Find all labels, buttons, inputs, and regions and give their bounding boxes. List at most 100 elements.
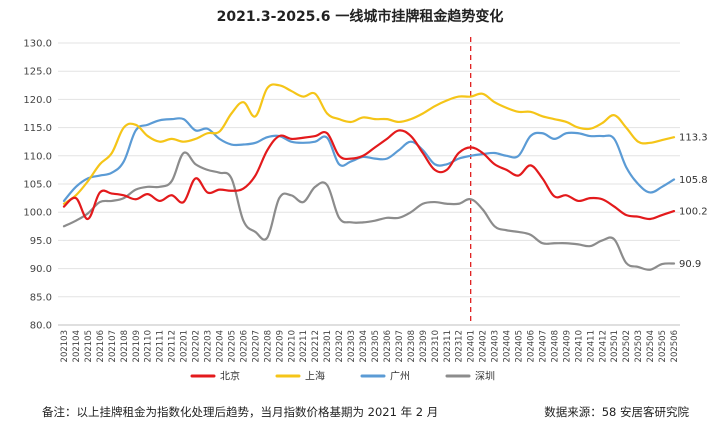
data-point — [673, 178, 675, 180]
data-point — [505, 107, 507, 109]
data-point — [374, 118, 376, 120]
data-point — [541, 177, 543, 179]
data-point — [398, 129, 400, 131]
grid-layer — [58, 42, 680, 326]
data-point — [458, 203, 460, 205]
data-point — [625, 214, 627, 216]
data-point — [541, 115, 543, 117]
data-point — [183, 118, 185, 120]
data-point — [649, 269, 651, 271]
x-tick-label: 202408 — [550, 330, 560, 362]
x-tick-label: 202404 — [503, 330, 513, 362]
data-point — [230, 177, 232, 179]
data-point — [338, 217, 340, 219]
x-tick-label: 202501 — [610, 330, 620, 362]
data-point — [494, 101, 496, 103]
x-tick-label: 202409 — [562, 330, 572, 362]
data-point — [505, 229, 507, 231]
x-tick-label: 202208 — [263, 330, 273, 362]
x-tick-label: 202106 — [96, 330, 106, 362]
data-point — [254, 115, 256, 117]
y-tick-label: 95.0 — [30, 236, 52, 247]
data-point — [482, 152, 484, 154]
legend: 北京 上海 广州 深圳 — [190, 370, 495, 383]
data-point — [386, 138, 388, 140]
data-point — [541, 132, 543, 134]
data-point — [194, 163, 196, 165]
x-axis-ticks: 202103 202104 202105 202106 202107 202108 2021… — [60, 330, 680, 362]
data-point — [242, 101, 244, 103]
data-point — [171, 138, 173, 140]
data-point — [350, 221, 352, 223]
x-tick-label: 202202 — [192, 330, 202, 362]
data-point — [446, 163, 448, 165]
series-line-3 — [62, 151, 676, 271]
data-point — [135, 129, 137, 131]
data-point — [661, 263, 663, 265]
data-point — [278, 84, 280, 86]
data-point — [194, 129, 196, 131]
end-labels: 90.9 105.8 113.3 100.2 — [679, 133, 708, 270]
data-point — [446, 169, 448, 171]
data-point — [649, 218, 651, 220]
legend-entry: 北京 — [220, 370, 240, 383]
data-point — [577, 132, 579, 134]
data-point — [362, 116, 364, 118]
data-point — [649, 142, 651, 144]
data-point — [517, 111, 519, 113]
data-point — [505, 169, 507, 171]
data-point — [529, 234, 531, 236]
data-point — [75, 197, 77, 199]
x-tick-label: 202201 — [180, 330, 190, 362]
x-tick-label: 202109 — [132, 330, 142, 362]
data-point — [111, 152, 113, 154]
data-point — [362, 221, 364, 223]
data-point — [63, 200, 65, 202]
data-point — [374, 146, 376, 148]
data-point — [75, 194, 77, 196]
data-point — [589, 245, 591, 247]
data-point — [194, 138, 196, 140]
x-tick-label: 202502 — [622, 330, 632, 362]
data-point — [410, 118, 412, 120]
data-point — [302, 95, 304, 97]
x-tick-label: 202210 — [287, 330, 297, 362]
series-line-2 — [62, 117, 676, 203]
data-point — [637, 183, 639, 185]
data-point — [314, 186, 316, 188]
data-point — [661, 139, 663, 141]
data-point — [326, 137, 328, 139]
data-point — [625, 166, 627, 168]
x-tick-label: 202207 — [251, 330, 261, 362]
data-point — [565, 242, 567, 244]
data-point — [218, 189, 220, 191]
legend-entry: 上海 — [305, 370, 325, 383]
x-tick-label: 202402 — [479, 330, 489, 362]
data-point — [314, 135, 316, 137]
data-point — [63, 225, 65, 227]
data-point — [230, 112, 232, 114]
data-point — [111, 192, 113, 194]
y-tick-label: 105.0 — [23, 180, 52, 191]
x-tick-label: 202303 — [347, 330, 357, 362]
chart-title: 2021.3-2025.6 一线城市挂牌租金趋势变化 — [217, 8, 504, 25]
data-point — [446, 203, 448, 205]
end-value-label: 100.2 — [679, 207, 708, 218]
data-point — [398, 217, 400, 219]
x-tick-label: 202309 — [419, 330, 429, 362]
data-point — [302, 137, 304, 139]
x-tick-label: 202505 — [658, 330, 668, 362]
data-point — [673, 262, 675, 264]
data-point — [673, 210, 675, 212]
data-point — [290, 138, 292, 140]
x-tick-label: 202506 — [670, 330, 680, 362]
data-point — [613, 114, 615, 116]
data-point — [338, 118, 340, 120]
data-point — [266, 149, 268, 151]
data-point — [398, 149, 400, 151]
data-point — [206, 128, 208, 130]
data-point — [87, 212, 89, 214]
data-point — [87, 218, 89, 220]
data-point — [422, 203, 424, 205]
